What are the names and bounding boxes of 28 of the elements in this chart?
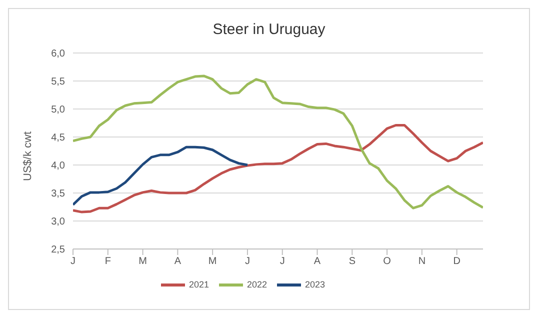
y-tick-label: 2,5 [51,244,66,256]
x-tick-label: M [138,256,147,268]
y-axis-title: US$/k cwt [22,131,34,181]
x-tick-label: A [174,256,182,268]
x-tick-label: D [453,256,460,268]
y-tick-label: 3,5 [51,188,66,200]
y-tick-label: 5,0 [51,104,66,116]
legend-label: 2023 [305,279,326,290]
x-tick-label: F [104,256,111,268]
y-tick-label: 6,0 [51,48,66,60]
x-tick-label: J [70,256,76,268]
y-tick-label: 4,5 [51,132,66,144]
x-tick-label: M [208,256,217,268]
x-tick-label: S [348,256,356,268]
line-series [73,124,483,214]
y-tick-label: 3,0 [51,216,66,228]
x-tick-label: O [383,256,392,268]
legend-label: 2021 [188,279,209,290]
chart-title: Steer in Uruguay [212,21,326,40]
x-tick-label: A [314,256,321,268]
y-tick-label: 5,5 [51,76,66,88]
x-tick-label: J [280,256,285,268]
legend-label: 2022 [246,279,268,290]
line-series [73,146,249,206]
line-series [73,74,483,210]
y-tick-label: 4,0 [51,160,66,172]
x-tick-label: J [244,256,250,268]
x-tick-label: N [418,256,426,268]
